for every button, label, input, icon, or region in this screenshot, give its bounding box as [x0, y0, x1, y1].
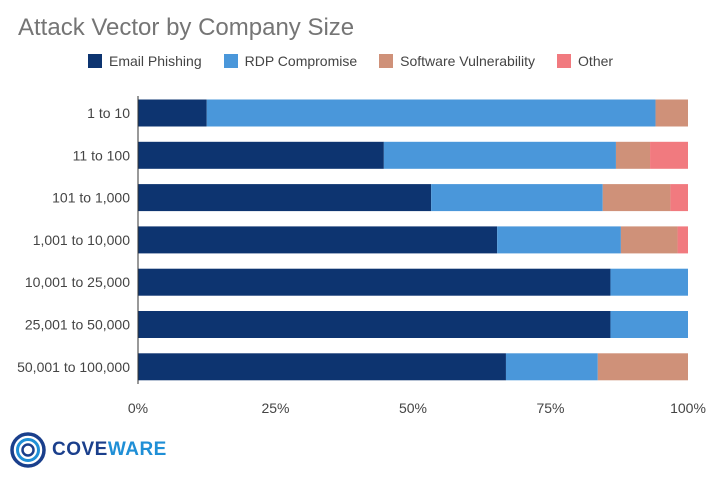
bar-rdp-compromise: [431, 184, 603, 212]
x-tick-label: 25%: [261, 400, 289, 416]
bar-email-phishing: [138, 268, 611, 296]
legend-swatch-software-vulnerability: [379, 54, 394, 68]
bar-email-phishing: [138, 226, 498, 254]
legend-item-software-vulnerability: Software Vulnerability: [379, 53, 535, 69]
y-tick-label: 101 to 1,000: [52, 190, 130, 206]
bar-rdp-compromise: [497, 226, 621, 254]
coveware-logo-icon: [10, 432, 46, 468]
legend: Email Phishing RDP Compromise Software V…: [88, 53, 635, 69]
logo-text-ware: WARE: [107, 439, 167, 460]
bar-software-vulnerability: [655, 99, 688, 127]
bar-software-vulnerability: [602, 184, 671, 212]
y-tick-label: 10,001 to 25,000: [25, 274, 130, 290]
bar-email-phishing: [138, 184, 432, 212]
bar-email-phishing: [138, 141, 384, 169]
bar-email-phishing: [138, 353, 506, 381]
legend-swatch-rdp-compromise: [223, 54, 238, 68]
legend-item-email-phishing: Email Phishing: [88, 53, 202, 69]
y-tick-label: 1,001 to 10,000: [33, 232, 131, 248]
y-tick-label: 11 to 100: [73, 147, 131, 163]
logo-text-cove: COVE: [52, 439, 108, 460]
legend-swatch-email-phishing: [88, 54, 102, 68]
bar-software-vulnerability: [615, 141, 651, 169]
bar-software-vulnerability: [597, 353, 688, 381]
legend-item-other: Other: [557, 53, 613, 69]
legend-item-rdp-compromise: RDP Compromise: [223, 53, 358, 69]
coveware-logo-text: COVEWARE: [52, 439, 167, 461]
chart-title: Attack Vector by Company Size: [18, 14, 355, 41]
legend-label-email-phishing: Email Phishing: [109, 53, 202, 69]
bar-other: [670, 184, 688, 212]
bar-rdp-compromise: [610, 268, 688, 296]
bar-other: [650, 141, 688, 169]
y-tick-label: 1 to 10: [87, 105, 130, 121]
bar-email-phishing: [138, 99, 207, 127]
bar-software-vulnerability: [620, 226, 678, 254]
x-tick-label: 50%: [399, 400, 427, 416]
legend-label-other: Other: [578, 53, 614, 69]
bar-rdp-compromise: [383, 141, 616, 169]
y-tick-label: 50,001 to 100,000: [17, 359, 130, 375]
legend-swatch-other: [557, 54, 572, 68]
legend-label-software-vulnerability: Software Vulnerability: [400, 53, 536, 69]
x-tick-label: 75%: [536, 400, 564, 416]
bar-email-phishing: [138, 311, 611, 338]
x-tick-label: 100%: [670, 400, 706, 416]
bar-rdp-compromise: [610, 311, 688, 338]
bar-rdp-compromise: [206, 99, 656, 127]
bar-other: [677, 226, 688, 254]
bar-rdp-compromise: [505, 353, 598, 381]
legend-label-rdp-compromise: RDP Compromise: [244, 53, 358, 69]
y-tick-label: 25,001 to 50,000: [25, 317, 130, 333]
x-tick-label: 0%: [128, 400, 148, 416]
coveware-logo: COVEWARE: [10, 432, 167, 468]
